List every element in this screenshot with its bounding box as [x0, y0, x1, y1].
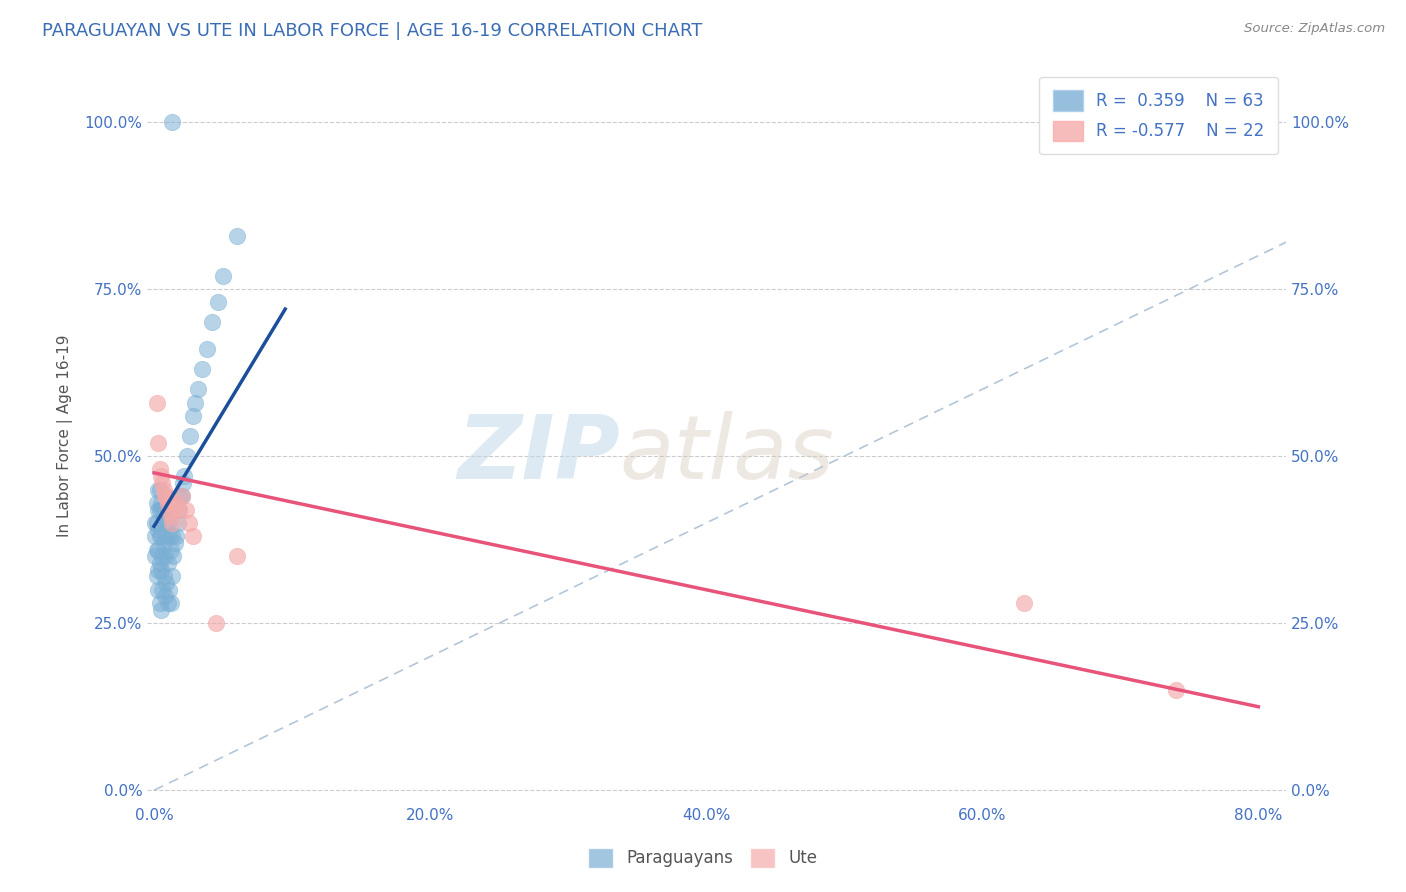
Point [150, 475, 173, 490]
Point [152, 502, 174, 516]
Point [156, 596, 179, 610]
Legend: R =  0.359    N = 63, R = -0.577    N = 22: R = 0.359 N = 63, R = -0.577 N = 22 [1039, 77, 1278, 154]
Text: PARAGUAYAN VS UTE IN LABOR FORCE | AGE 16-19 CORRELATION CHART: PARAGUAYAN VS UTE IN LABOR FORCE | AGE 1… [42, 22, 703, 40]
Point [155, 489, 177, 503]
Point [146, 542, 169, 557]
Point [146, 569, 169, 583]
Point [148, 502, 170, 516]
Point [159, 509, 181, 524]
Point [172, 475, 194, 490]
Point [148, 483, 170, 497]
Text: ZIP: ZIP [457, 411, 620, 498]
Point [155, 529, 177, 543]
Point [149, 529, 172, 543]
Point [169, 489, 191, 503]
Point [176, 449, 198, 463]
Point [184, 395, 207, 409]
Point [166, 516, 188, 530]
Point [148, 582, 170, 597]
Point [201, 316, 224, 330]
Point [160, 529, 183, 543]
Y-axis label: In Labor Force | Age 16-19: In Labor Force | Age 16-19 [58, 334, 73, 537]
Point [148, 596, 170, 610]
Point [148, 502, 170, 516]
Point [148, 523, 170, 537]
Point [165, 496, 187, 510]
Legend: Paraguayans, Ute: Paraguayans, Ute [582, 841, 824, 875]
Point [160, 569, 183, 583]
Point [181, 409, 204, 423]
Point [149, 563, 172, 577]
Point [150, 502, 173, 516]
Point [225, 228, 247, 243]
Point [207, 295, 229, 310]
Point [167, 502, 190, 516]
Point [160, 115, 183, 129]
Point [149, 496, 172, 510]
Point [157, 502, 180, 516]
Point [187, 382, 209, 396]
Point [148, 483, 170, 497]
Point [152, 569, 174, 583]
Text: Source: ZipAtlas.com: Source: ZipAtlas.com [1244, 22, 1385, 36]
Point [1164, 683, 1187, 698]
Point [148, 435, 170, 450]
Point [155, 576, 177, 591]
Point [212, 268, 235, 283]
Point [195, 342, 218, 356]
Point [179, 429, 201, 443]
Point [153, 489, 176, 503]
Point [160, 516, 183, 530]
Point [170, 489, 193, 503]
Point [146, 395, 169, 409]
Point [149, 469, 172, 483]
Point [181, 529, 204, 543]
Point [157, 529, 180, 543]
Point [174, 502, 197, 516]
Point [156, 556, 179, 570]
Point [177, 516, 200, 530]
Point [153, 549, 176, 564]
Point [163, 536, 186, 550]
Point [159, 596, 181, 610]
Point [150, 582, 173, 597]
Point [173, 469, 195, 483]
Point [149, 603, 172, 617]
Point [146, 496, 169, 510]
Point [165, 529, 187, 543]
Text: atlas: atlas [620, 411, 835, 498]
Point [148, 462, 170, 476]
Point [191, 362, 214, 376]
Point [148, 529, 170, 543]
Point [153, 590, 176, 604]
Point [152, 483, 174, 497]
Point [148, 542, 170, 557]
Point [205, 616, 228, 631]
Point [145, 529, 167, 543]
Point [1012, 596, 1035, 610]
Point [159, 542, 181, 557]
Point [152, 536, 174, 550]
Point [148, 563, 170, 577]
Point [146, 516, 169, 530]
Point [150, 549, 173, 564]
Point [145, 516, 167, 530]
Point [167, 502, 190, 516]
Point [145, 549, 167, 564]
Point [170, 489, 193, 503]
Point [156, 496, 179, 510]
Point [156, 516, 179, 530]
Point [157, 582, 180, 597]
Point [162, 549, 184, 564]
Point [148, 556, 170, 570]
Point [225, 549, 247, 564]
Point [153, 516, 176, 530]
